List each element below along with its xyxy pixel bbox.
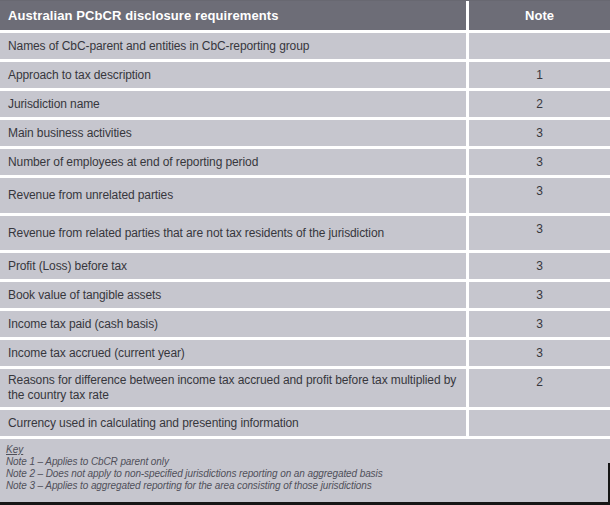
note-cell: 3 xyxy=(469,253,610,279)
requirement-cell: Profit (Loss) before tax xyxy=(0,253,466,279)
table-row: Jurisdiction name 2 xyxy=(0,91,610,117)
table-row: Revenue from unrelated parties 3 xyxy=(0,178,610,213)
requirement-cell: Income tax accrued (current year) xyxy=(0,340,466,366)
key-section: Key Note 1 – Applies to CbCR parent only… xyxy=(0,439,610,502)
requirement-cell: Main business activities xyxy=(0,120,466,146)
note-cell: 3 xyxy=(469,311,610,337)
requirement-cell: Reasons for difference between income ta… xyxy=(0,369,466,407)
note-cell: 3 xyxy=(469,216,610,250)
requirement-cell: Income tax paid (cash basis) xyxy=(0,311,466,337)
header-note-label: Note xyxy=(469,1,610,30)
note-cell: 3 xyxy=(469,149,610,175)
requirement-cell: Names of CbC-parent and entities in CbC-… xyxy=(0,33,466,59)
table-row: Names of CbC-parent and entities in CbC-… xyxy=(0,33,610,59)
note-cell: 2 xyxy=(469,369,610,407)
table-row: Main business activities 3 xyxy=(0,120,610,146)
table-row: Number of employees at end of reporting … xyxy=(0,149,610,175)
table-row: Income tax accrued (current year) 3 xyxy=(0,340,610,366)
requirement-cell: Jurisdiction name xyxy=(0,91,466,117)
table-row: Revenue from related parties that are no… xyxy=(0,216,610,250)
note-cell: 3 xyxy=(469,340,610,366)
note-cell xyxy=(469,410,610,436)
requirement-cell: Revenue from unrelated parties xyxy=(0,178,466,213)
table-row: Approach to tax description 1 xyxy=(0,62,610,88)
key-title: Key xyxy=(6,443,602,456)
pcbcr-disclosure-table-page: Australian PCbCR disclosure requirements… xyxy=(0,0,610,505)
table-row: Income tax paid (cash basis) 3 xyxy=(0,311,610,337)
table-row: Currency used in calculating and present… xyxy=(0,410,610,436)
table-row: Reasons for difference between income ta… xyxy=(0,369,610,407)
requirement-cell: Book value of tangible assets xyxy=(0,282,466,308)
requirement-cell: Number of employees at end of reporting … xyxy=(0,149,466,175)
note-cell: 3 xyxy=(469,120,610,146)
requirement-cell: Revenue from related parties that are no… xyxy=(0,216,466,250)
requirement-cell: Currency used in calculating and present… xyxy=(0,410,466,436)
key-notes: Note 1 – Applies to CbCR parent onlyNote… xyxy=(6,456,602,492)
key-note-line: Note 2 – Does not apply to non-specified… xyxy=(6,468,602,480)
table-row: Profit (Loss) before tax 3 xyxy=(0,253,610,279)
key-note-line: Note 1 – Applies to CbCR parent only xyxy=(6,456,602,468)
table-header: Australian PCbCR disclosure requirements… xyxy=(0,1,610,30)
table-body: Names of CbC-parent and entities in CbC-… xyxy=(0,33,610,436)
table-row: Book value of tangible assets 3 xyxy=(0,282,610,308)
note-cell: 2 xyxy=(469,91,610,117)
note-cell: 3 xyxy=(469,282,610,308)
note-cell xyxy=(469,33,610,59)
note-cell: 3 xyxy=(469,178,610,213)
header-requirements-label: Australian PCbCR disclosure requirements xyxy=(0,1,466,30)
requirement-cell: Approach to tax description xyxy=(0,62,466,88)
note-cell: 1 xyxy=(469,62,610,88)
key-note-line: Note 3 – Applies to aggregated reporting… xyxy=(6,480,602,492)
